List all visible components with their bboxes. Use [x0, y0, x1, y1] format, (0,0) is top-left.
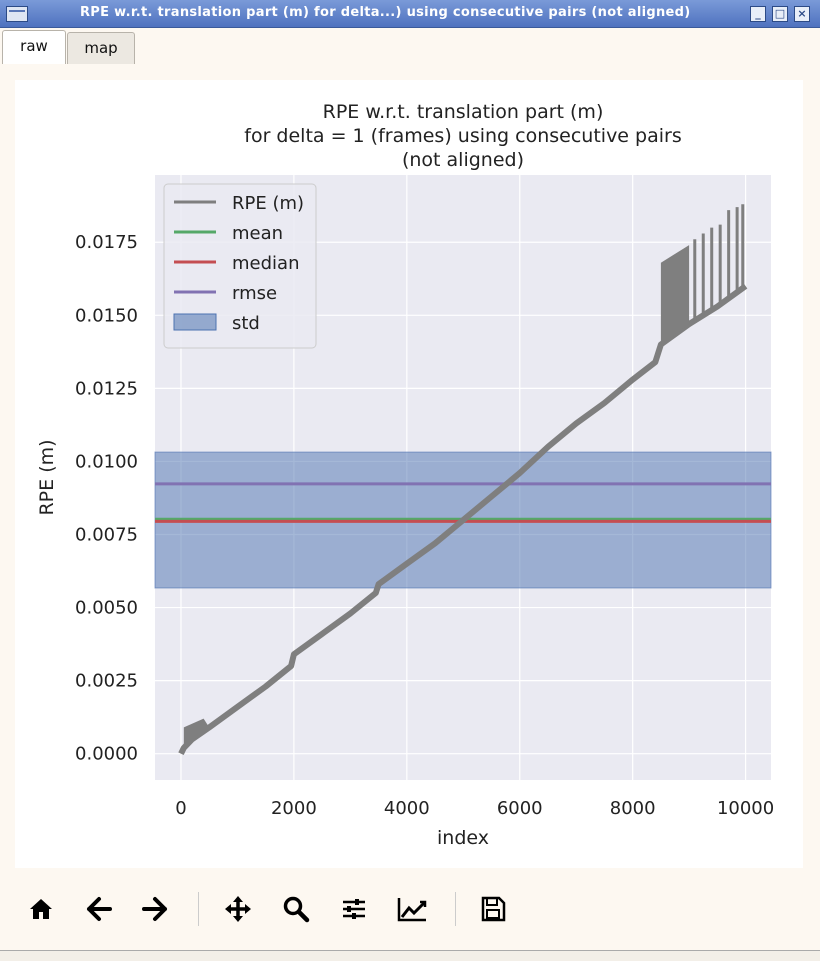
- x-tick-label: 0: [175, 798, 186, 819]
- chart-title: (not aligned): [402, 149, 524, 171]
- configure-subplots-icon[interactable]: [337, 892, 371, 926]
- chart-title: RPE w.r.t. translation part (m): [323, 101, 604, 123]
- x-tick-label: 10000: [717, 798, 774, 819]
- minimize-icon[interactable]: _: [750, 6, 766, 22]
- zoom-magnifier-icon[interactable]: [279, 892, 313, 926]
- chart: 0 2000 4000 6000 8000 10000 0.0000 0.0025 0.0050…: [36, 101, 774, 849]
- y-tick-label: 0.0025: [75, 671, 138, 692]
- legend-label: RPE (m): [232, 193, 304, 214]
- y-tick-label: 0.0100: [75, 451, 138, 472]
- y-tick-label: 0.0075: [75, 524, 138, 545]
- x-tick-label: 4000: [384, 798, 430, 819]
- rpe-oscillation-band: [183, 718, 210, 748]
- legend-label: mean: [232, 223, 283, 244]
- status-bar: [0, 950, 820, 961]
- y-axis-label: RPE (m): [36, 439, 58, 515]
- pan-move-icon[interactable]: [221, 892, 255, 926]
- x-axis-label: index: [437, 827, 489, 849]
- figure-canvas[interactable]: 0 2000 4000 6000 8000 10000 0.0000 0.0025 0.0050…: [15, 80, 803, 868]
- x-tick-label: 6000: [497, 798, 543, 819]
- y-tick-label: 0.0175: [75, 232, 138, 253]
- x-tick-label: 8000: [610, 798, 656, 819]
- tab-map[interactable]: map: [67, 32, 135, 64]
- navigation-toolbar: [0, 880, 820, 940]
- legend-label: median: [232, 253, 299, 274]
- y-tick-label: 0.0125: [75, 378, 138, 399]
- forward-arrow-icon[interactable]: [138, 892, 172, 926]
- tab-raw[interactable]: raw: [2, 30, 66, 64]
- window-titlebar[interactable]: RPE w.r.t. translation part (m) for delt…: [0, 0, 820, 28]
- window-title: RPE w.r.t. translation part (m) for delt…: [80, 5, 691, 20]
- tab-bar: raw map: [0, 30, 820, 66]
- y-tick-label: 0.0000: [75, 744, 138, 765]
- y-tick-label: 0.0150: [75, 305, 138, 326]
- home-icon[interactable]: [24, 892, 58, 926]
- save-floppy-icon[interactable]: [476, 892, 510, 926]
- rpe-oscillation-band: [660, 245, 690, 345]
- edit-axis-curves-icon[interactable]: [395, 892, 429, 926]
- rpe-series-line: [178, 283, 748, 756]
- y-tick-label: 0.0050: [75, 598, 138, 619]
- close-icon[interactable]: ×: [794, 6, 810, 22]
- legend-label: rmse: [232, 283, 277, 304]
- back-arrow-icon[interactable]: [82, 892, 116, 926]
- x-tick-label: 2000: [271, 798, 317, 819]
- legend-label: std: [232, 313, 260, 334]
- chart-title: for delta = 1 (frames) using consecutive…: [244, 125, 681, 147]
- toolbar-separator: [455, 892, 456, 926]
- legend-box: [163, 183, 317, 349]
- legend-swatch-std: [173, 313, 217, 331]
- maximize-icon[interactable]: □: [772, 6, 788, 22]
- toolbar-separator: [198, 892, 199, 926]
- window-menu-icon[interactable]: [6, 6, 28, 22]
